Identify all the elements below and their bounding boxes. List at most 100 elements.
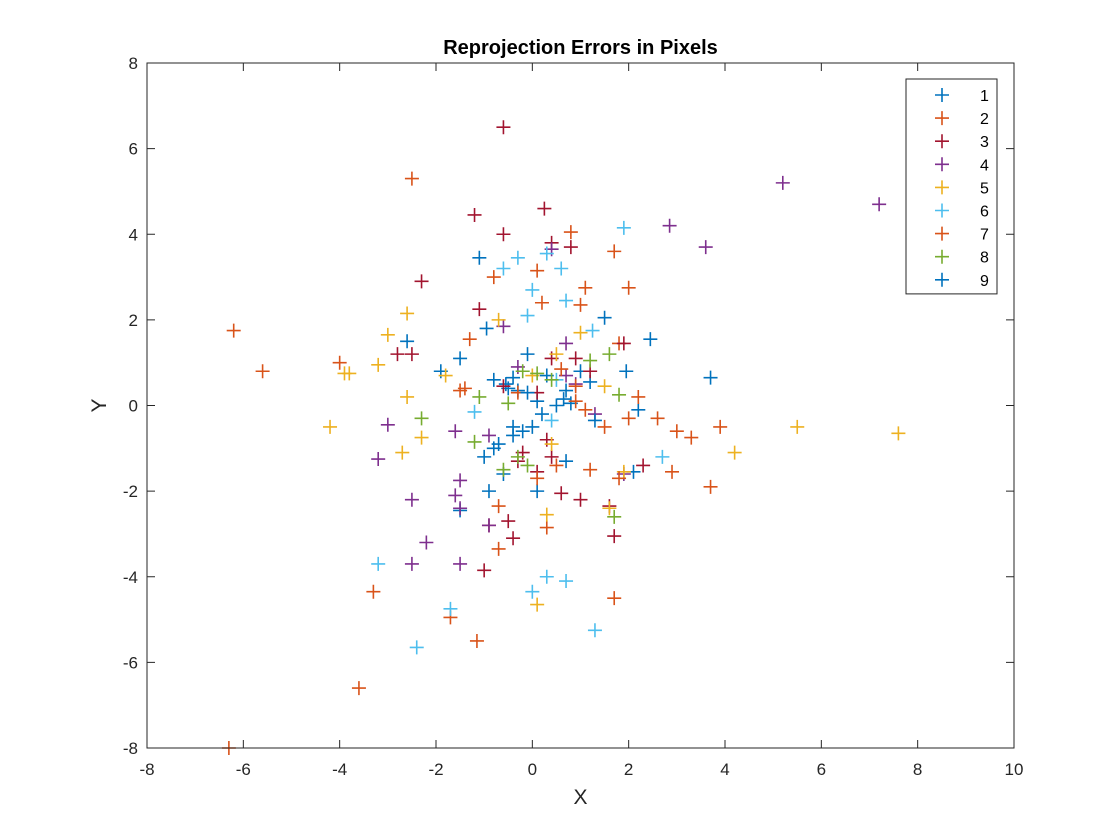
x-tick-label: -8: [139, 760, 154, 779]
series-1: [400, 250, 718, 518]
y-tick-label: 8: [129, 54, 138, 73]
data-point: [380, 327, 395, 342]
legend-marker: [935, 272, 949, 287]
series-3: [390, 120, 651, 578]
data-point: [650, 411, 665, 426]
data-point: [409, 640, 424, 655]
x-tick-label: 2: [624, 760, 633, 779]
data-point: [568, 394, 583, 409]
x-tick-label: 8: [913, 760, 922, 779]
data-point: [520, 458, 535, 473]
data-point: [616, 336, 631, 351]
data-point: [602, 501, 617, 516]
data-point: [520, 308, 535, 323]
data-point: [530, 471, 545, 486]
data-point: [525, 282, 540, 297]
data-point: [453, 351, 468, 366]
data-point: [453, 556, 468, 571]
data-point: [539, 569, 554, 584]
data-point: [510, 250, 525, 265]
x-tick-label: -2: [428, 760, 443, 779]
data-point: [636, 458, 651, 473]
data-point: [573, 492, 588, 507]
legend-box: [905, 78, 998, 295]
data-point: [506, 428, 521, 443]
data-point: [612, 471, 627, 486]
data-point: [323, 419, 338, 434]
data-point: [607, 509, 622, 524]
data-point: [510, 449, 525, 464]
data-point: [472, 302, 487, 317]
data-point: [472, 250, 487, 265]
data-point: [583, 353, 598, 368]
data-point: [419, 535, 434, 550]
data-point: [496, 462, 511, 477]
data-point: [255, 364, 270, 379]
data-point: [616, 220, 631, 235]
data-point: [549, 347, 564, 362]
data-point: [530, 484, 545, 499]
y-tick-label: 2: [129, 311, 138, 330]
chart-title: Reprojection Errors in Pixels: [443, 37, 718, 59]
legend-marker: [935, 249, 949, 264]
legend-marker: [935, 134, 949, 149]
data-point: [448, 424, 463, 439]
data-point: [477, 449, 492, 464]
legend-label: 8: [980, 250, 989, 267]
data-point: [549, 398, 564, 413]
data-point: [559, 293, 574, 308]
data-point: [563, 240, 578, 255]
data-point: [404, 171, 419, 186]
data-point: [501, 396, 516, 411]
data-point: [400, 334, 415, 349]
data-point: [621, 411, 636, 426]
legend-marker: [935, 226, 949, 241]
data-point: [491, 499, 506, 514]
plot-area: [147, 63, 1014, 748]
y-tick-label: -6: [123, 653, 138, 672]
data-point: [597, 379, 612, 394]
data-point: [891, 426, 906, 441]
data-point: [491, 312, 506, 327]
data-point: [342, 366, 357, 381]
data-point: [467, 207, 482, 222]
data-point: [544, 449, 559, 464]
data-point: [371, 357, 386, 372]
data-point: [544, 437, 559, 452]
data-point: [414, 430, 429, 445]
series-9: [486, 370, 602, 456]
data-point: [612, 387, 627, 402]
data-point: [453, 501, 468, 516]
data-point: [530, 597, 545, 612]
data-point: [554, 486, 569, 501]
data-point: [549, 458, 564, 473]
data-points: [221, 120, 906, 755]
data-point: [559, 336, 574, 351]
data-point: [631, 402, 646, 417]
data-point: [655, 449, 670, 464]
data-point: [506, 370, 521, 385]
data-point: [643, 332, 658, 347]
data-point: [481, 428, 496, 443]
data-point: [597, 419, 612, 434]
data-point: [438, 368, 453, 383]
data-point: [583, 462, 598, 477]
data-point: [400, 389, 415, 404]
data-point: [481, 484, 496, 499]
data-point: [790, 419, 805, 434]
data-point: [404, 556, 419, 571]
data-point: [554, 362, 569, 377]
data-point: [537, 201, 552, 216]
legend-marker: [935, 88, 949, 102]
legend-label: 3: [980, 134, 989, 151]
data-point: [698, 240, 713, 255]
data-point: [684, 430, 699, 445]
data-point: [390, 347, 405, 362]
legend-marker: [935, 111, 949, 126]
y-tick-label: 4: [129, 225, 138, 244]
data-point: [544, 413, 559, 428]
data-point: [496, 261, 511, 276]
data-point: [520, 347, 535, 362]
data-point: [872, 197, 887, 212]
data-point: [226, 323, 241, 338]
